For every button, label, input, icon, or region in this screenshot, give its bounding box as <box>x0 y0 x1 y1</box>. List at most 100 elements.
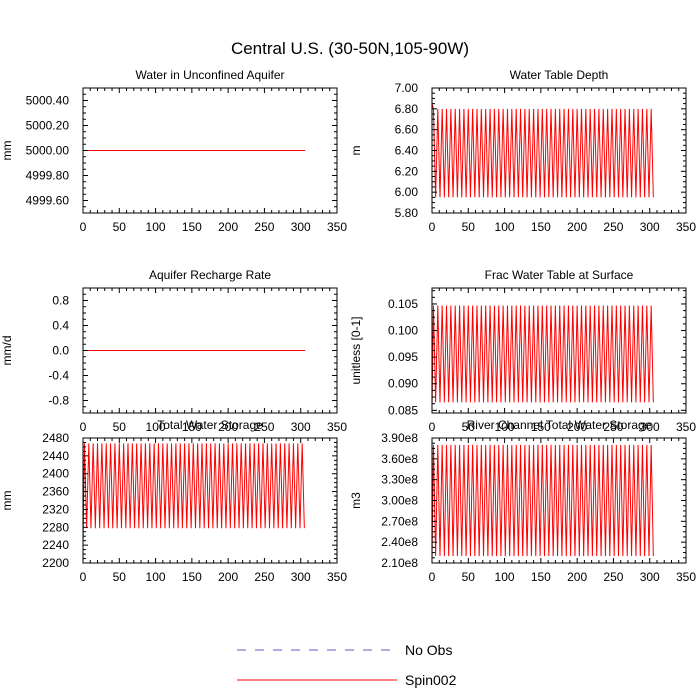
chart-panel-4: Frac Water Table at Surface unitless [0-1… <box>349 268 696 434</box>
x-tick-label: 300 <box>640 420 660 434</box>
x-tick-label: 300 <box>291 420 311 434</box>
series-line-spin002 <box>83 443 305 547</box>
y-tick-label: 4999.60 <box>26 194 70 208</box>
y-tick-label: 2440 <box>42 449 69 463</box>
x-tick-label: 350 <box>327 420 347 434</box>
y-axis-label: m3 <box>349 492 363 509</box>
y-tick-label: 2360 <box>42 485 69 499</box>
y-tick-label: 6.40 <box>395 144 419 158</box>
x-tick-label: 50 <box>113 220 127 234</box>
y-tick-label: 3.00e8 <box>381 494 418 508</box>
panel-title: Total Water Storage <box>157 418 263 432</box>
x-tick-label: 200 <box>218 220 238 234</box>
x-tick-label: 50 <box>113 420 127 434</box>
x-tick-label: 0 <box>429 570 436 584</box>
y-tick-label: 6.60 <box>395 123 419 137</box>
panel-title: Frac Water Table at Surface <box>485 268 634 282</box>
x-tick-label: 100 <box>146 220 166 234</box>
x-tick-label: 50 <box>462 420 476 434</box>
y-axis-label: unitless [0-1] <box>349 316 363 384</box>
x-tick-label: 200 <box>567 570 587 584</box>
x-tick-label: 150 <box>531 420 551 434</box>
x-tick-label: 0 <box>429 420 436 434</box>
legend-label-spin002: Spin002 <box>405 672 457 688</box>
x-tick-label: 100 <box>495 420 515 434</box>
y-tick-label: 2320 <box>42 502 69 516</box>
chart-panel-6: River Channel Total Water Storage m3 0 50 10… <box>349 418 696 584</box>
x-tick-label: 100 <box>146 420 166 434</box>
y-tick-label: 3.60e8 <box>381 452 418 466</box>
panel-title: River Channel Total Water Storage <box>467 418 652 432</box>
y-tick-label: 0.8 <box>52 294 69 308</box>
x-tick-label: 50 <box>462 570 476 584</box>
x-tick-label: 200 <box>567 420 587 434</box>
series-line-spin002 <box>432 305 654 408</box>
x-tick-label: 0 <box>80 220 87 234</box>
y-tick-label: 2400 <box>42 467 69 481</box>
x-tick-label: 150 <box>182 220 202 234</box>
y-tick-label: 5000.20 <box>26 119 70 133</box>
x-tick-label: 300 <box>640 570 660 584</box>
x-tick-label: 150 <box>182 570 202 584</box>
y-tick-label: 5000.40 <box>26 94 70 108</box>
x-tick-label: 150 <box>531 570 551 584</box>
y-axis-label: mm <box>0 491 14 511</box>
y-axis-label: mm <box>0 141 14 161</box>
x-tick-label: 250 <box>254 420 274 434</box>
x-tick-label: 250 <box>254 220 274 234</box>
x-tick-label: 350 <box>676 570 696 584</box>
y-tick-label: 3.90e8 <box>381 431 418 445</box>
y-tick-label: 3.30e8 <box>381 473 418 487</box>
x-tick-label: 200 <box>567 220 587 234</box>
y-tick-label: -0.4 <box>48 369 69 383</box>
y-tick-label: 0.100 <box>388 324 418 338</box>
chart-panels: Water in Unconfined Aquifer mm 0 50 100 150 20… <box>0 68 696 584</box>
legend-label-no-obs: No Obs <box>405 642 452 658</box>
y-tick-label: 7.00 <box>395 81 419 95</box>
x-tick-label: 350 <box>676 420 696 434</box>
y-tick-label: 2.40e8 <box>381 535 418 549</box>
x-tick-label: 50 <box>113 570 127 584</box>
series-line-spin002 <box>432 444 654 560</box>
y-tick-label: 0.105 <box>388 297 418 311</box>
y-tick-label: 0.085 <box>388 403 418 417</box>
panel-title: Water Table Depth <box>510 68 609 82</box>
figure-title: Central U.S. (30-50N,105-90W) <box>231 39 469 58</box>
y-tick-label: 2480 <box>42 431 69 445</box>
x-tick-label: 50 <box>462 220 476 234</box>
x-tick-label: 350 <box>327 220 347 234</box>
chart-panel-1: Water in Unconfined Aquifer mm 0 50 100 150 20… <box>0 68 347 234</box>
legend: No Obs Spin002 <box>237 642 457 688</box>
y-tick-label: 2240 <box>42 538 69 552</box>
x-tick-label: 150 <box>182 420 202 434</box>
y-tick-label: 2.10e8 <box>381 556 418 570</box>
x-tick-label: 250 <box>603 570 623 584</box>
x-tick-label: 250 <box>603 220 623 234</box>
y-tick-label: 6.20 <box>395 164 419 178</box>
y-tick-label: 4999.80 <box>26 169 70 183</box>
panel-title: Aquifer Recharge Rate <box>149 268 271 282</box>
y-tick-label: 5.80 <box>395 206 419 220</box>
x-tick-label: 250 <box>603 420 623 434</box>
x-tick-label: 300 <box>291 220 311 234</box>
chart-panel-5: Total Water Storage mm 0 50 100 150 200 250 300 3… <box>0 418 347 584</box>
y-axis-label: mm/d <box>0 336 14 366</box>
x-tick-label: 250 <box>254 570 274 584</box>
chart-panel-2: Water Table Depth m 0 50 100 150 200 250 300 350 7… <box>349 68 696 234</box>
x-tick-label: 100 <box>146 570 166 584</box>
x-tick-label: 100 <box>495 220 515 234</box>
panel-title: Water in Unconfined Aquifer <box>136 68 285 82</box>
x-tick-label: 0 <box>80 420 87 434</box>
x-tick-label: 300 <box>640 220 660 234</box>
x-tick-label: 350 <box>327 570 347 584</box>
y-tick-label: 6.80 <box>395 102 419 116</box>
x-tick-label: 100 <box>495 570 515 584</box>
y-tick-label: 2.70e8 <box>381 514 418 528</box>
y-tick-label: 2280 <box>42 520 69 534</box>
x-tick-label: 200 <box>218 420 238 434</box>
y-tick-label: 5000.00 <box>26 144 70 158</box>
y-tick-label: 0.095 <box>388 350 418 364</box>
x-tick-label: 0 <box>80 570 87 584</box>
chart-panel-3: Aquifer Recharge Rate mm/d 0 50 100 150 200 250… <box>0 268 347 434</box>
